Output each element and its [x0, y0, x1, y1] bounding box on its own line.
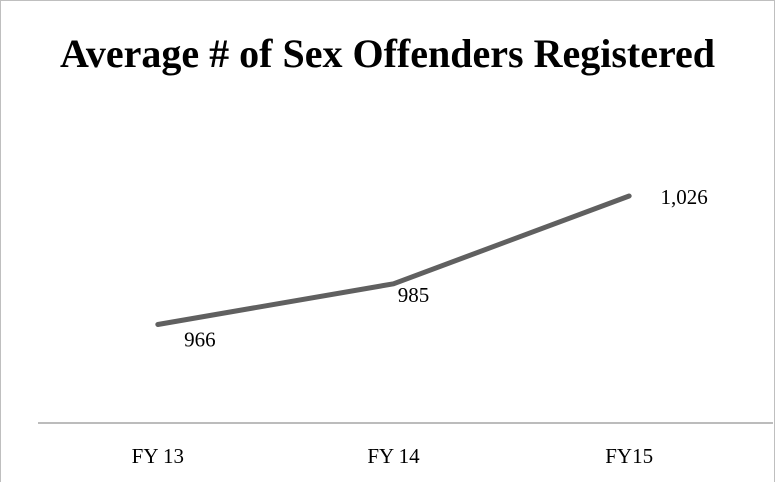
- data-label: 966: [184, 327, 216, 351]
- data-label: 985: [398, 283, 430, 307]
- chart-title: Average # of Sex Offenders Registered: [60, 31, 715, 76]
- line: [155, 193, 632, 327]
- data-label: 1,026: [661, 185, 708, 209]
- x-tick-label: FY 13: [132, 444, 184, 468]
- x-tick-label: FY 14: [367, 444, 420, 468]
- x-tick-label: FY15: [605, 444, 653, 468]
